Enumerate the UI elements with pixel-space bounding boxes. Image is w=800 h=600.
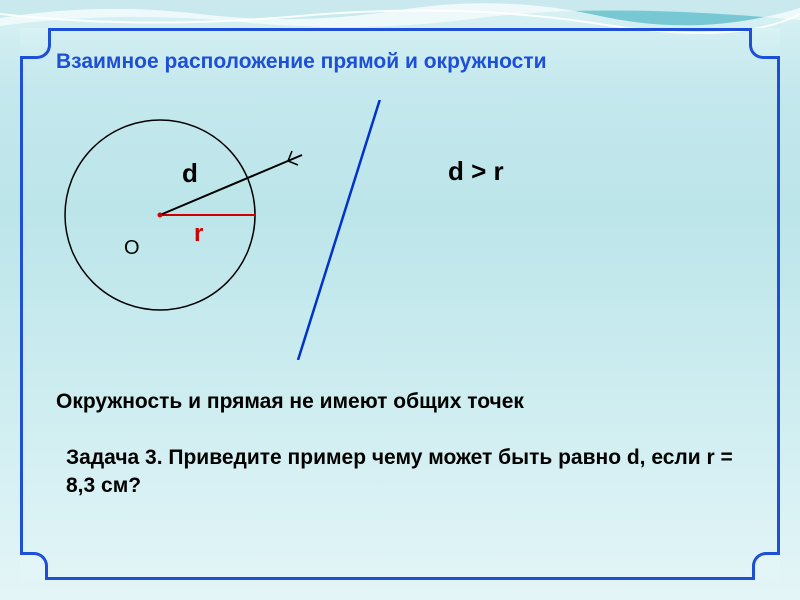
slide-title: Взаимное расположение прямой и окружност… bbox=[56, 50, 547, 74]
label-center-o: O bbox=[124, 237, 140, 260]
statement-text: Окружность и прямая не имеют общих точек bbox=[56, 390, 524, 414]
geometry-diagram bbox=[40, 100, 460, 360]
external-line bbox=[298, 100, 386, 360]
label-r: r bbox=[194, 220, 203, 248]
condition-text: d > r bbox=[448, 156, 504, 187]
label-d: d bbox=[182, 158, 198, 189]
center-dot bbox=[158, 213, 163, 218]
task-text: Задача 3. Приведите пример чему может бы… bbox=[66, 444, 740, 501]
